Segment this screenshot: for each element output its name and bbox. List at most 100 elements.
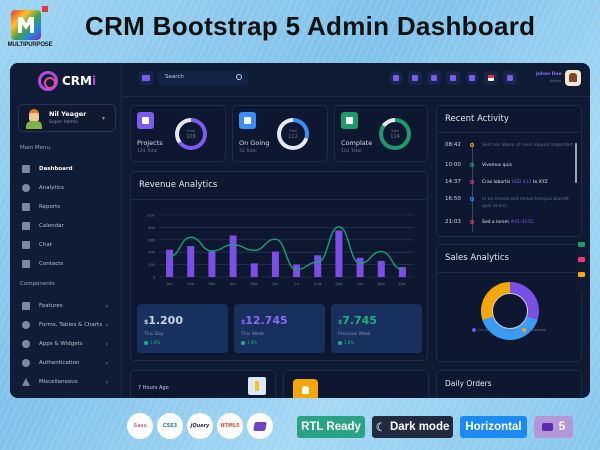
svg-text:600: 600 (148, 238, 155, 242)
logo-mark-icon (11, 10, 41, 40)
profile-role: Super Admin (49, 120, 78, 125)
recent-activity-title: Recent Activity (445, 114, 509, 124)
profile-name: Nil Yeager (49, 110, 87, 118)
chat-icon (22, 241, 30, 249)
daily-orders-card: Daily Orders (436, 370, 582, 398)
legend-in-store[interactable]: In Store (496, 328, 516, 332)
svg-text:Jan: Jan (166, 281, 173, 286)
svg-text:Dec: Dec (399, 281, 406, 286)
chart-bar[interactable] (335, 230, 343, 278)
activity-time: 16:50 (445, 196, 461, 202)
menu-toggle-icon[interactable] (139, 71, 153, 85)
logo-text: MULTIPURPOSE (7, 42, 53, 48)
components-label: Components (20, 281, 55, 287)
file-icon[interactable] (427, 71, 441, 85)
svg-text:May: May (250, 281, 259, 286)
chart-bar[interactable] (187, 246, 195, 277)
chevron-down-icon[interactable]: ▾ (101, 115, 105, 122)
profile-card[interactable]: Nil Yeager Super Admin ▾ (18, 104, 116, 132)
analytics-icon (22, 184, 30, 192)
multipurpose-logo: MULTIPURPOSE (5, 4, 55, 56)
sidebar-item-reports[interactable]: Reports (18, 200, 116, 214)
chart-bar[interactable] (314, 255, 322, 277)
notification-icon[interactable] (389, 71, 403, 85)
user-avatar[interactable] (565, 70, 581, 86)
chart-bar[interactable] (293, 264, 301, 277)
timeline-dot-icon (470, 163, 474, 167)
page-title: CRM Bootstrap 5 Admin Dashboard (85, 11, 536, 41)
calendar-icon (22, 222, 30, 230)
jquery-icon: jQuery (187, 413, 213, 439)
sidebar-item-miscellaneous[interactable]: Miscellaneous › (18, 375, 116, 389)
chart-bar[interactable] (271, 251, 279, 277)
sales-legend: On line In Store Marketing (472, 328, 545, 332)
svg-text:800: 800 (148, 226, 155, 230)
export-icon[interactable] (578, 272, 585, 277)
crm-logo-icon (38, 71, 58, 91)
sidebar-item-dashboard[interactable]: Dashboard (18, 162, 116, 176)
activity-link[interactable]: USD 412 (511, 180, 532, 185)
card-icon[interactable] (578, 257, 585, 262)
revenue-analytics-card: Revenue Analytics 0 200 400 600 800 1000 Jan Fe… (130, 171, 428, 361)
message-icon[interactable] (465, 71, 479, 85)
chart-bar[interactable] (208, 251, 216, 277)
revenue-chart[interactable]: 0 200 400 600 800 1000 Jan Feb Mar Apr May Jun Jul Au… (131, 172, 429, 302)
bootstrap-icon (541, 423, 553, 431)
scrollbar[interactable] (575, 143, 577, 183)
svg-text:200: 200 (148, 263, 155, 267)
sidebar-item-apps-widgets[interactable]: Apps & Widgets › (18, 337, 116, 351)
activity-time: 10:00 (445, 162, 461, 168)
chart-bar[interactable] (398, 267, 406, 277)
sidebar-item-analytics[interactable]: Analytics (18, 181, 116, 195)
trophy-icon (341, 112, 358, 129)
sidebar-item-features[interactable]: Features › (18, 299, 116, 313)
apps-grid-icon[interactable] (408, 71, 422, 85)
chart-bar[interactable] (229, 235, 237, 277)
legend-online[interactable]: On line (472, 328, 490, 332)
document-icon (137, 112, 154, 129)
divider (437, 272, 581, 273)
chart-bar[interactable] (250, 263, 258, 277)
chevron-right-icon: › (105, 302, 108, 310)
stat-card-complete: Complate 102 Total Total 114 (334, 105, 428, 162)
chart-bar[interactable] (356, 257, 364, 277)
legend-marketing[interactable]: Marketing (522, 328, 545, 332)
chart-bar[interactable] (377, 260, 385, 277)
moon-icon: ☾ (375, 422, 386, 434)
recent-activity-card: Recent Activity 08:42 Sed non libero at r… (436, 105, 582, 237)
sidebar-item-contacts[interactable]: Contacts (18, 257, 116, 271)
svg-text:Oct: Oct (357, 281, 364, 286)
progress-ring: Total 112 (277, 118, 309, 150)
revenue-box-day: $1.200 This Day 1.8% (137, 304, 228, 353)
user-name[interactable]: Johan Doe (536, 72, 562, 77)
sidebar-item-chat[interactable]: Chat (18, 238, 116, 252)
cart-icon[interactable] (446, 71, 460, 85)
timeline-card: 7 Hours Ago (130, 370, 276, 398)
user-role: Admin (550, 79, 562, 83)
sidebar-item-authentication[interactable]: Authentication › (18, 356, 116, 370)
sidebar-item-calendar[interactable]: Calendar (18, 219, 116, 233)
wallet-icon[interactable] (578, 242, 585, 247)
us-flag-icon[interactable] (484, 71, 498, 85)
svg-text:Jul: Jul (293, 281, 299, 286)
timeline-dot-icon (470, 143, 474, 147)
avatar (25, 109, 43, 129)
search-input[interactable]: Search (158, 71, 248, 85)
crm-logo[interactable]: CRMi (38, 71, 96, 91)
activity-link[interactable]: #41-4155 (510, 220, 534, 225)
daily-orders-title: Daily Orders (445, 379, 492, 388)
progress-ring: Total 108 (175, 118, 207, 150)
horizontal-badge: Horizontal (460, 416, 527, 438)
chart-bar[interactable] (166, 249, 174, 277)
chevron-right-icon: › (105, 340, 108, 348)
fullscreen-icon[interactable] (503, 71, 517, 85)
svg-text:0: 0 (153, 276, 155, 280)
award-icon (248, 377, 266, 395)
activity-time: 14:37 (445, 179, 461, 185)
share-icon (239, 112, 256, 129)
svg-text:Aug: Aug (314, 281, 322, 286)
sidebar-item-forms-tables-charts[interactable]: Forms, Tables & Charts › (18, 318, 116, 332)
svg-text:400: 400 (148, 251, 155, 255)
activity-text: Sed a lorem #41-4155. (482, 220, 535, 225)
search-icon[interactable] (236, 74, 242, 80)
